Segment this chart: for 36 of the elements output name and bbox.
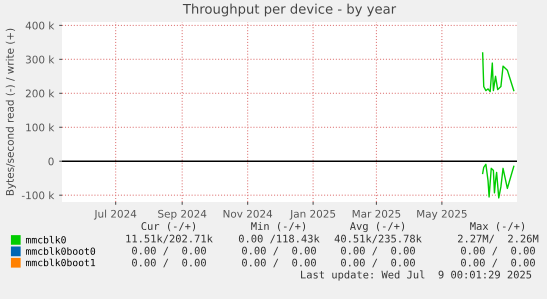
legend-label: mmcblk0boot1 (26, 258, 96, 266)
y-tick-label: 0 (48, 157, 54, 166)
y-tick-label: 300 k (26, 55, 54, 64)
text: Avg (-/+) (350, 222, 404, 232)
y-tick-label: -100 k (22, 191, 54, 200)
text: 0.00 / 0.00 (461, 258, 535, 268)
legend-label: mmcblk0boot0 (26, 247, 96, 255)
line-series (482, 164, 514, 199)
x-tick-label: Jul 2024 (94, 210, 136, 220)
y-tick-label: 400 k (26, 21, 54, 30)
line-series (482, 52, 514, 92)
text: 0.00 / 0.00 (341, 258, 415, 268)
text: 0.00 / 0.00 (242, 258, 316, 268)
x-tick-label: Mar 2025 (352, 210, 400, 218)
y-tick-label: 100 k (26, 123, 54, 132)
text: 0.00 / 0.00 (341, 246, 415, 256)
text: Last update: Wed Jul 9 00:01:29 2025 (301, 270, 532, 281)
x-tick-label: Sep 2024 (158, 210, 206, 220)
text: 0.00 / 0.00 (461, 246, 535, 256)
text: 0.00 / 0.00 (132, 258, 206, 268)
text: Max (-/+) (470, 222, 524, 232)
text: 0.00 / 0.00 (242, 246, 316, 256)
text: 2.27M/ 2.26M (458, 234, 538, 244)
text: 0.00 /118.43k (238, 234, 320, 244)
text: Min (-/+) (251, 222, 306, 232)
x-tick-label: Nov 2024 (224, 210, 272, 218)
y-axis-title: Bytes/second read (-) / write (+) (6, 28, 16, 196)
text: 40.51k/235.78k (334, 234, 422, 244)
text: Cur (-/+) (141, 222, 196, 232)
text: 0.00 / 0.00 (132, 246, 206, 256)
x-tick-label: Jan 2025 (290, 210, 336, 220)
text: 11.51k/202.71k (126, 234, 213, 244)
y-tick-label: 200 k (26, 89, 54, 98)
legend-label: mmcblk0 (26, 236, 66, 244)
chart-title: Throughput per device - by year (182, 4, 396, 16)
x-tick-label: May 2025 (417, 210, 467, 220)
